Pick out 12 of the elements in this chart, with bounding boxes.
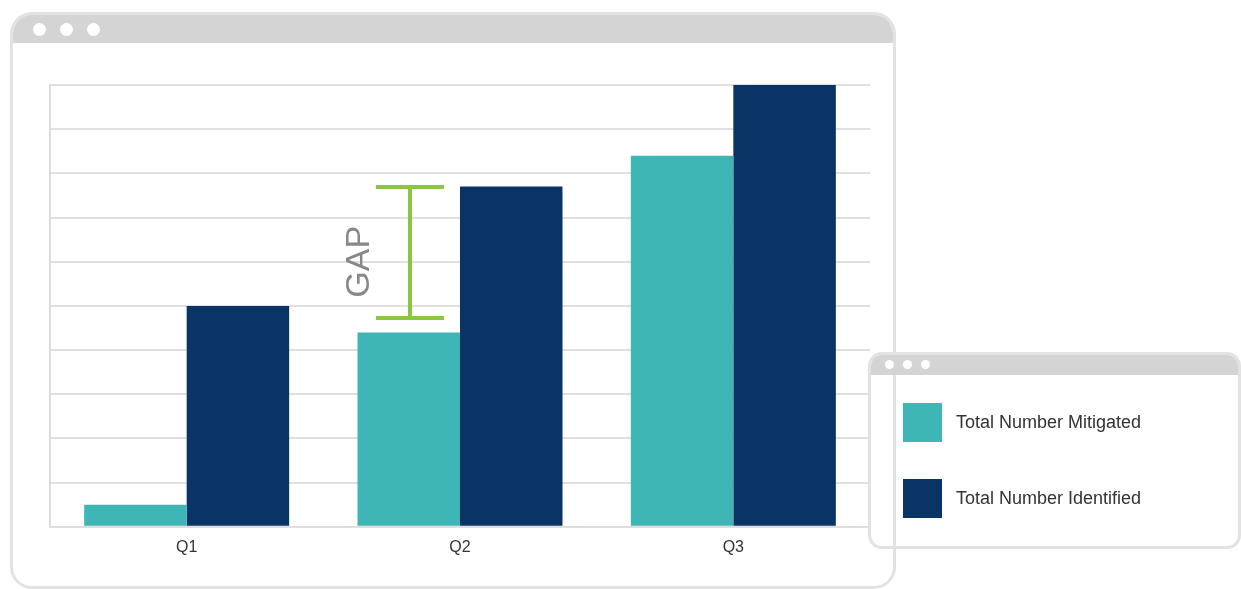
legend-label: Total Number Identified — [956, 488, 1142, 509]
x-tick-label: Q2 — [449, 537, 471, 555]
annotation: GAP — [338, 225, 377, 298]
bar — [630, 155, 734, 526]
legend-label: Total Number Mitigated — [956, 412, 1142, 433]
bar — [186, 305, 290, 526]
bar — [357, 332, 460, 526]
bar — [460, 186, 563, 526]
bar — [84, 504, 187, 526]
x-tick-label: Q3 — [722, 537, 745, 555]
x-tick-label: Q1 — [175, 537, 198, 555]
bar — [733, 85, 836, 526]
